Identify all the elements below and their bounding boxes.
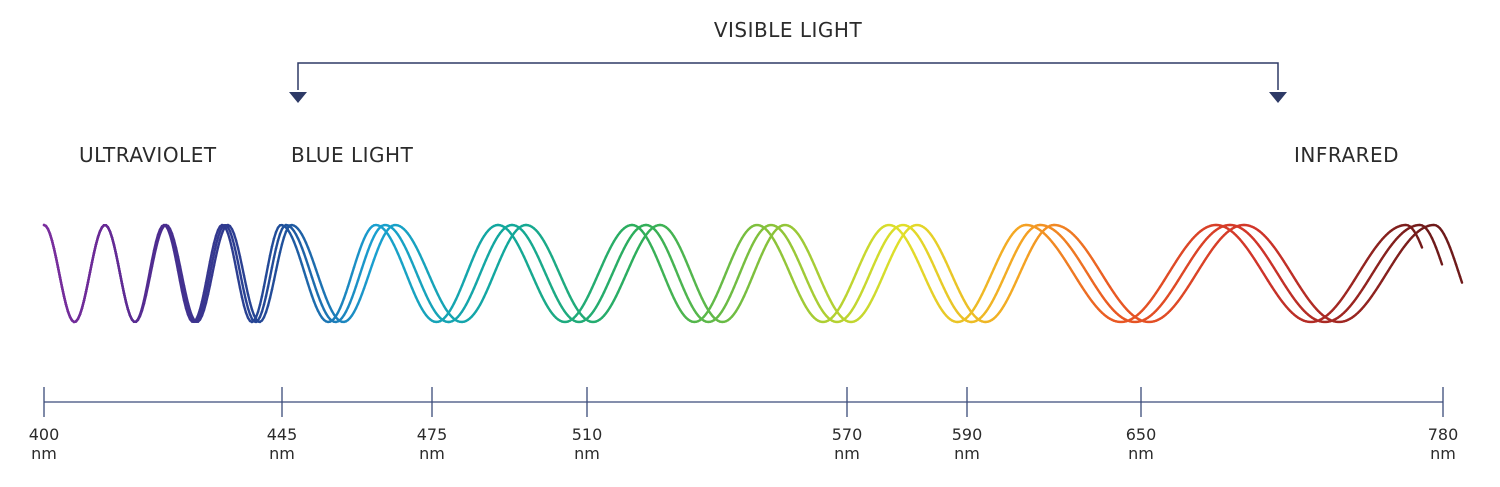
tick-unit-label: nm [419, 444, 445, 463]
visible-light-bracket [289, 62, 1287, 103]
visible-light-title: VISIBLE LIGHT [714, 18, 863, 42]
infrared-label: INFRARED [1294, 143, 1399, 167]
tick-label: 780 [1428, 425, 1459, 444]
tick-label: 445 [267, 425, 298, 444]
tick-label: 510 [572, 425, 603, 444]
bracket-right-arrow-icon [1269, 92, 1287, 103]
ultraviolet-label: ULTRAVIOLET [79, 143, 217, 167]
tick-unit-label: nm [1430, 444, 1456, 463]
bracket-line [297, 62, 1279, 90]
wave-line [42, 223, 1444, 324]
tick-label: 570 [832, 425, 863, 444]
tick-label: 400 [29, 425, 60, 444]
tick-label: 475 [417, 425, 448, 444]
blue-light-label: BLUE LIGHT [291, 143, 414, 167]
bracket-left-arrow-icon [289, 92, 307, 103]
tick-unit-label: nm [834, 444, 860, 463]
wave-line [42, 223, 1464, 324]
tick-unit-label: nm [269, 444, 295, 463]
tick-unit-label: nm [1128, 444, 1154, 463]
tick-unit-label: nm [574, 444, 600, 463]
wavelength-waves [42, 223, 1464, 324]
tick-label: 650 [1126, 425, 1157, 444]
tick-label: 590 [952, 425, 983, 444]
tick-unit-label: nm [31, 444, 57, 463]
tick-unit-label: nm [954, 444, 980, 463]
